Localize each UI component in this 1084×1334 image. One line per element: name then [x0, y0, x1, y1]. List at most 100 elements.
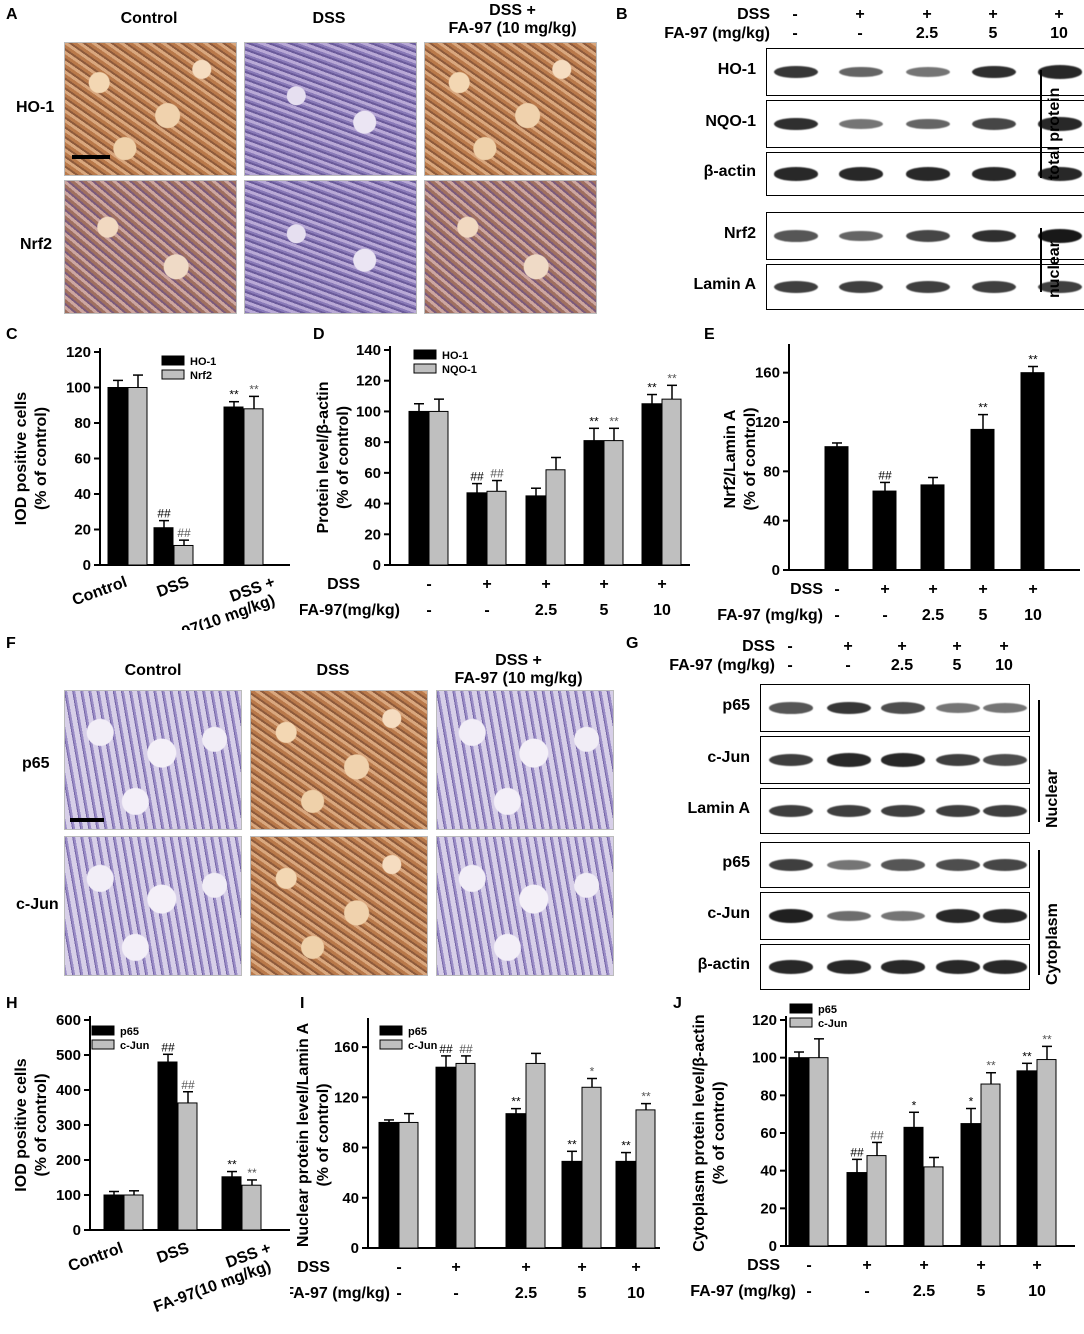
- dss-lane-sign: +: [952, 638, 962, 655]
- bar: [428, 410, 449, 566]
- significance-mark: ##: [878, 468, 892, 482]
- side-label: Cytoplasm: [1044, 903, 1061, 985]
- significance-mark: **: [609, 414, 619, 428]
- blot-band: [774, 117, 818, 131]
- y-tick-label: 60: [74, 451, 91, 468]
- fa97-lane-dose: 10: [1024, 607, 1042, 624]
- dss-lane-sign: +: [1032, 1257, 1041, 1274]
- legend-swatch: [413, 363, 437, 374]
- y-tick-label: 20: [74, 522, 91, 539]
- blot-band: [827, 859, 871, 871]
- y-tick-label: 120: [755, 414, 780, 431]
- y-tick-label: 60: [364, 465, 381, 482]
- blot-label: β-actin: [697, 956, 750, 973]
- dss-lane-sign: +: [897, 638, 907, 655]
- blot-band: [1038, 229, 1082, 243]
- y-tick-label: 80: [763, 463, 780, 480]
- bar: [1020, 372, 1045, 571]
- dss-lane-sign: +: [451, 1259, 460, 1276]
- significance-mark: **: [247, 1166, 257, 1180]
- y-tick-label: 140: [356, 342, 381, 359]
- blot-band: [774, 167, 818, 181]
- y-tick-label: 120: [334, 1089, 359, 1106]
- blot-band: [774, 280, 818, 294]
- blot-band: [983, 702, 1027, 714]
- blot-band: [769, 804, 813, 818]
- bar: [505, 1113, 526, 1249]
- fa97-row-label: FA-97 (mg/kg): [664, 25, 770, 42]
- significance-mark: ##: [870, 1128, 884, 1142]
- y-axis-label: (% of control): [33, 1073, 50, 1176]
- y-tick-label: 0: [73, 1222, 81, 1239]
- y-tick-label: 40: [342, 1190, 359, 1207]
- bar: [920, 484, 945, 571]
- fa97-lane-dose: 5: [578, 1285, 587, 1302]
- fa97-row-label: FA-97 (mg/kg): [717, 607, 823, 624]
- legend-swatch: [379, 1025, 403, 1036]
- bar: [525, 1062, 546, 1249]
- blot-band: [839, 66, 883, 78]
- blot-band: [839, 118, 883, 130]
- blot-band: [983, 909, 1027, 923]
- fa97-lane-dose: -: [396, 1285, 401, 1302]
- bar: [561, 1160, 582, 1249]
- legend-swatch: [379, 1039, 403, 1050]
- header-fa97-dose: FA-97 (10 mg/kg): [454, 670, 583, 687]
- y-tick-label: 80: [342, 1140, 359, 1157]
- dss-row-label: DSS: [747, 1257, 780, 1274]
- bar: [123, 1194, 144, 1231]
- chart-h: 0 100 200 300 400 500 600 IOD positive cells (% …: [13, 1012, 290, 1316]
- blot-band: [881, 960, 925, 974]
- y-tick-label: 20: [364, 526, 381, 543]
- blot-label: HO-1: [717, 61, 756, 78]
- panel-label-f: F: [6, 635, 16, 652]
- blot-band: [774, 230, 818, 242]
- bar: [970, 428, 995, 571]
- bar: [866, 1155, 887, 1247]
- dss-lane-sign: +: [1054, 6, 1064, 23]
- legend-label: NQO-1: [442, 364, 477, 376]
- blot-band: [972, 118, 1016, 130]
- blot-band: [936, 859, 980, 871]
- dss-lane-sign: +: [843, 638, 853, 655]
- blot-band: [983, 859, 1027, 871]
- fa97-lane-dose: -: [484, 602, 489, 619]
- blot-band: [827, 910, 871, 922]
- micrograph-ho1-dss: [244, 42, 417, 176]
- y-tick-label: 120: [66, 344, 91, 361]
- fa97-lane-dose: -: [792, 25, 798, 42]
- legend-swatch: [161, 369, 185, 380]
- significance-mark: ##: [439, 1042, 453, 1056]
- scale-bar: [70, 818, 104, 822]
- legend-label: c-Jun: [818, 1018, 848, 1030]
- y-tick-label: 400: [56, 1082, 81, 1099]
- blot-band: [1038, 280, 1082, 294]
- fa97-lane-dose: 2.5: [535, 602, 557, 619]
- header-dss-plus: DSS +: [489, 2, 536, 19]
- significance-mark: **: [229, 388, 239, 402]
- blot-band: [972, 65, 1016, 79]
- y-tick-label: 100: [66, 380, 91, 397]
- y-tick-label: 0: [769, 1238, 777, 1255]
- y-tick-label: 80: [74, 415, 91, 432]
- fa97-row-label: FA-97 (mg/kg): [669, 657, 775, 674]
- micrograph-cjun-control: [64, 836, 242, 976]
- significance-mark: **: [1022, 1049, 1032, 1063]
- dss-lane-sign: +: [521, 1259, 530, 1276]
- significance-mark: ##: [177, 526, 191, 540]
- bar: [545, 469, 566, 566]
- fa97-row-label: FA-97 (mg/kg): [690, 1283, 796, 1300]
- dss-row-label: DSS: [327, 576, 360, 593]
- y-tick-label: 80: [364, 434, 381, 451]
- legend-label: c-Jun: [120, 1040, 150, 1052]
- dss-lane-sign: -: [806, 1257, 811, 1274]
- header-control: Control: [124, 662, 182, 679]
- significance-mark: **: [589, 414, 599, 428]
- blot-band: [839, 280, 883, 294]
- significance-mark: *: [969, 1095, 974, 1109]
- significance-mark: **: [249, 382, 259, 396]
- fa97-lane-dose: 5: [979, 607, 988, 624]
- y-tick-label: 200: [56, 1152, 81, 1169]
- blot-band: [936, 804, 980, 818]
- significance-mark: ##: [490, 467, 504, 481]
